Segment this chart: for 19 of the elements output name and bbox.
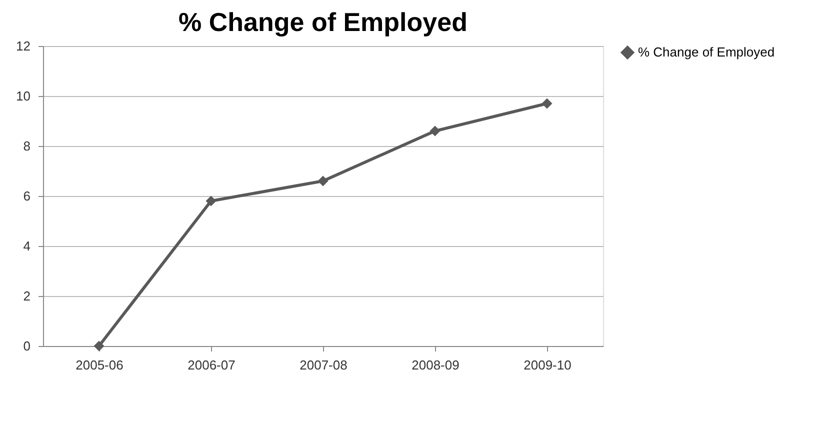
point: [542, 98, 552, 109]
x-tick-label: 2009-10: [524, 358, 572, 372]
point: [206, 196, 216, 206]
y-tick-label: 4: [23, 238, 30, 254]
legend-label: % Change of Employed: [638, 44, 775, 60]
y-tick-label: 8: [23, 138, 30, 154]
chart-title: % Change of Employed: [178, 7, 468, 37]
x-tick-label: 2006-07: [188, 358, 236, 372]
y-tick-label: 0: [23, 338, 30, 354]
y-tick-label: 10: [16, 88, 30, 104]
y-tick-label: 6: [23, 188, 30, 204]
point: [318, 176, 328, 186]
point: [430, 126, 440, 136]
x-tick-label: 2005-06: [76, 358, 124, 372]
y-tick-label: 12: [16, 38, 30, 54]
x-tick-label: 2007-08: [300, 358, 348, 372]
x-tick-label: 2008-09: [412, 358, 460, 372]
y-tick-label: 2: [23, 288, 30, 304]
point: [94, 340, 104, 352]
